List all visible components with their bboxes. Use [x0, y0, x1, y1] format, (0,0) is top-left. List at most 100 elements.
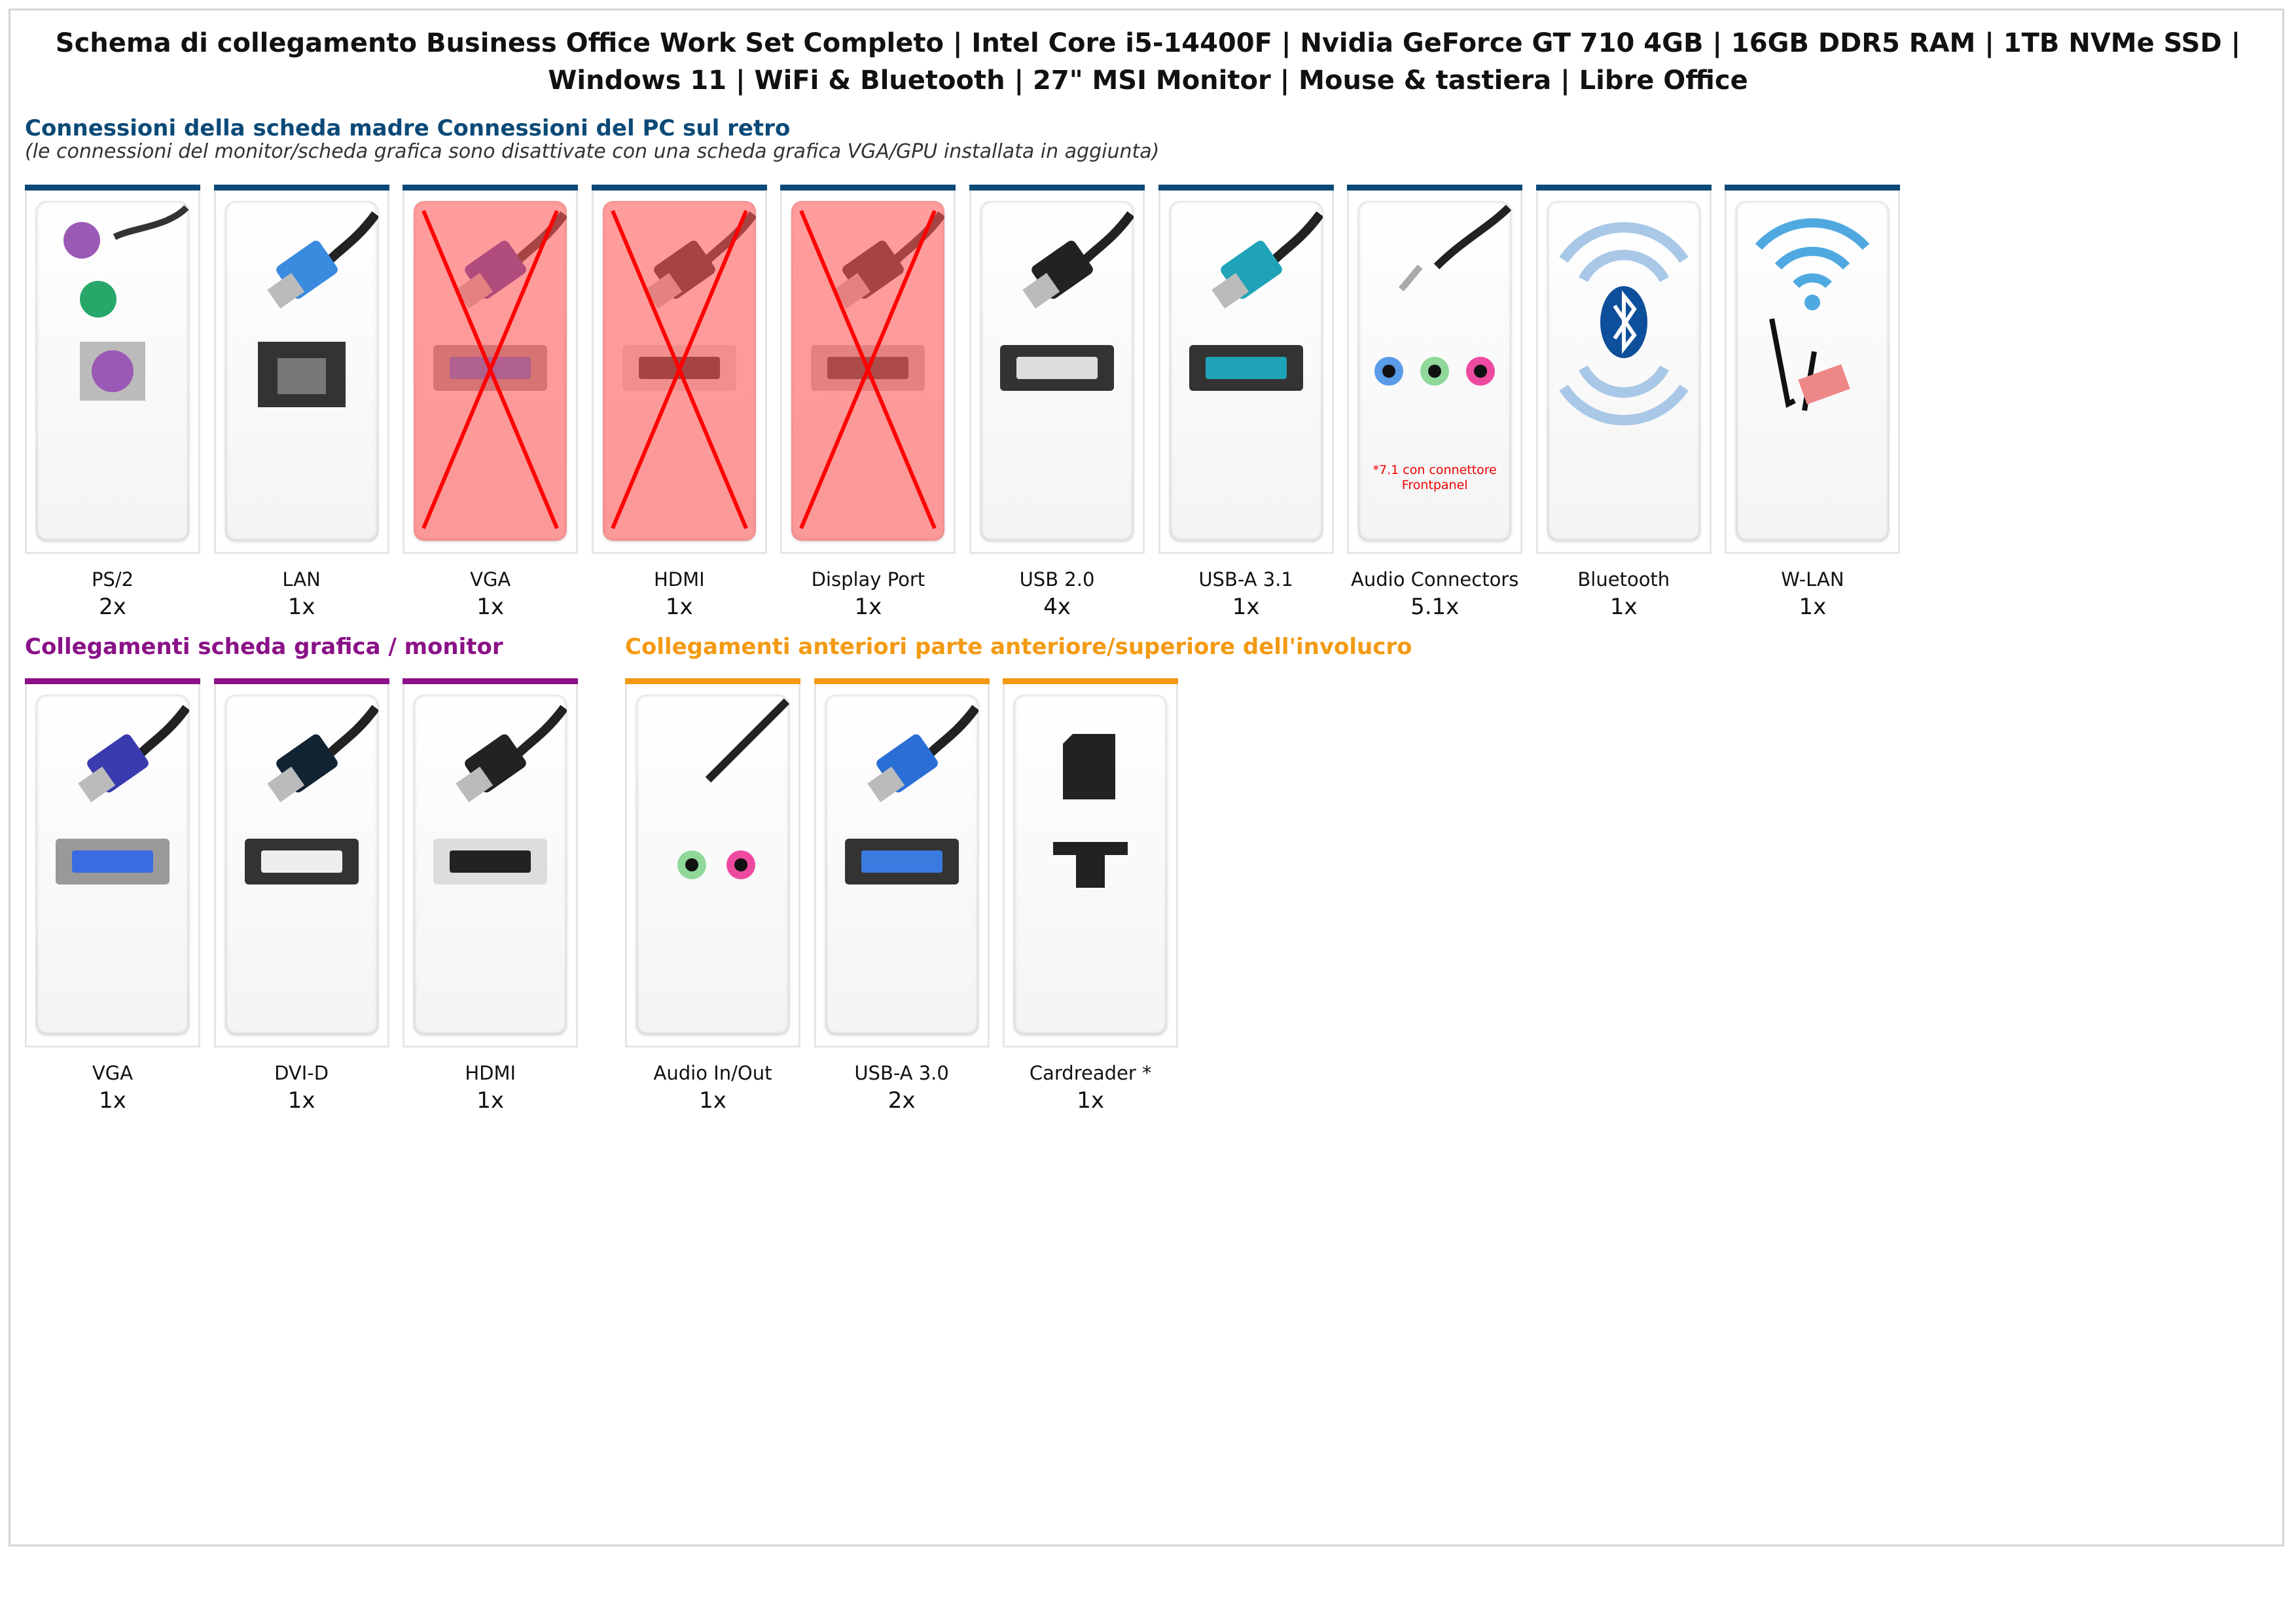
connector-card-rear: [591, 185, 767, 554]
bluetooth-icon: [1559, 222, 1689, 426]
card-header-bar: [403, 185, 579, 191]
connector-panel: [791, 201, 945, 541]
connector-count: 5.1x: [1410, 594, 1460, 620]
connector-count: 1x: [1232, 594, 1260, 620]
connector-label: VGA: [470, 568, 511, 591]
connector-count: 4x: [1043, 594, 1071, 620]
card-header-bar: [625, 678, 800, 684]
cross-icon: [611, 210, 748, 530]
connector-panel: [980, 201, 1134, 541]
card-header-bar: [403, 678, 579, 684]
card-header-bar: [1003, 678, 1179, 684]
connector-label: Bluetooth: [1577, 568, 1670, 591]
connector-count: 1x: [287, 594, 315, 620]
cardreader-icon: [1053, 734, 1128, 888]
card-header-bar: [1347, 185, 1523, 191]
disabled-overlay: [791, 201, 945, 541]
connector-card-rear: [403, 185, 579, 554]
connector-panel: [414, 201, 567, 541]
connector-card-rear: *7.1 con connettore Frontpanel: [1347, 185, 1523, 554]
card-header-bar: [213, 678, 389, 684]
connector-panel: [224, 695, 378, 1034]
card-header-bar: [1158, 185, 1334, 191]
gpu-heading: Collegamenti scheda grafica / monitor: [25, 634, 503, 660]
lan-icon: [257, 211, 378, 407]
connector-count: 1x: [665, 594, 693, 620]
connector-panel: [1736, 201, 1890, 541]
connector-label: Audio Connectors: [1351, 568, 1519, 591]
disabled-overlay: [414, 201, 567, 541]
cross-icon: [422, 210, 559, 530]
connector-count: 1x: [1077, 1087, 1105, 1114]
connector-card-rear: [213, 185, 389, 554]
connector-label: W-LAN: [1781, 568, 1844, 591]
connector-label: Display Port: [811, 568, 925, 591]
connector-label: Audio In/Out: [653, 1062, 772, 1084]
connector-panel: [36, 201, 189, 541]
usb2-icon: [1000, 211, 1134, 391]
connector-card-rear: [25, 185, 200, 554]
cross-icon: [799, 210, 937, 530]
connector-panel: [602, 201, 756, 541]
connector-label: PS/2: [91, 568, 134, 591]
page-frame: [9, 9, 2284, 1546]
connector-label: USB-A 3.0: [854, 1062, 949, 1084]
connector-card-rear: [1725, 185, 1901, 554]
connector-label: HDMI: [653, 568, 705, 591]
connector-card-gpu: [25, 678, 200, 1048]
connector-panel: [1014, 695, 1168, 1034]
connector-panel: [414, 695, 567, 1034]
connector-label: HDMI: [465, 1062, 516, 1084]
ps2-icon: [63, 205, 189, 401]
connector-count: 1x: [287, 1087, 315, 1114]
connector-panel: [1547, 201, 1700, 541]
disabled-overlay: [602, 201, 756, 541]
rear-heading: Connessioni della scheda madre Connessio…: [25, 115, 791, 141]
connector-label: LAN: [282, 568, 321, 591]
connector-count: 1x: [99, 1087, 126, 1114]
connector-panel: [636, 695, 789, 1034]
card-header-bar: [213, 185, 389, 191]
card-header-bar: [969, 185, 1145, 191]
card-header-bar: [780, 185, 956, 191]
connector-label: USB 2.0: [1019, 568, 1095, 591]
usb3-icon: [844, 704, 978, 884]
connector-count: 1x: [1799, 594, 1827, 620]
card-header-bar: [591, 185, 767, 191]
connector-card-gpu: [213, 678, 389, 1048]
connector-panel: [1169, 201, 1323, 541]
connector-panel: [36, 695, 189, 1034]
connector-card-rear: [780, 185, 956, 554]
connector-panel: *7.1 con connettore Frontpanel: [1358, 201, 1512, 541]
card-header-bar: [25, 678, 200, 684]
connector-label: Cardreader *: [1029, 1062, 1152, 1084]
page-title: Schema di collegamento Business Office W…: [55, 28, 2241, 96]
usb31-icon: [1189, 211, 1323, 391]
hdmi-icon: [433, 704, 567, 884]
card-header-bar: [1535, 185, 1712, 191]
connector-card-rear: [1535, 185, 1712, 554]
connector-label: USB-A 3.1: [1198, 568, 1293, 591]
connector-count: 1x: [476, 594, 505, 620]
connector-card-front: [814, 678, 990, 1048]
connector-label: DVI-D: [274, 1062, 329, 1084]
connector-card-front: [625, 678, 800, 1048]
connector-count: 2x: [99, 594, 126, 620]
rear-subtitle: (le connessioni del monitor/scheda grafi…: [25, 140, 1160, 163]
card-header-bar: [814, 678, 990, 684]
connector-note: *7.1 con connettore Frontpanel: [1372, 463, 1497, 492]
front-heading: Collegamenti anteriori parte anteriore/s…: [625, 634, 1412, 660]
connector-count: 2x: [888, 1087, 916, 1114]
connector-card-front: [1003, 678, 1179, 1048]
connector-panel: [825, 695, 978, 1034]
audio-front-icon: [677, 698, 789, 879]
audio-icon: [1374, 204, 1512, 386]
connector-card-rear: [969, 185, 1145, 554]
connector-count: 1x: [699, 1087, 726, 1114]
connector-card-rear: [1158, 185, 1334, 554]
connector-panel: [224, 201, 378, 541]
connector-count: 1x: [854, 594, 882, 620]
connector-count: 1x: [1609, 594, 1638, 620]
connector-label: VGA: [92, 1062, 134, 1084]
card-header-bar: [25, 185, 200, 191]
